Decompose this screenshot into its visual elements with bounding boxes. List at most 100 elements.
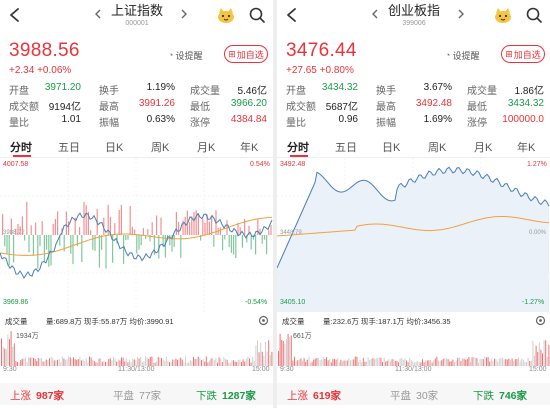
volume-bar bbox=[212, 357, 214, 366]
stat-label: 量比 bbox=[286, 118, 306, 129]
fall-bar bbox=[28, 235, 30, 253]
plus-square-icon: ⊞ bbox=[228, 48, 236, 59]
volume-bar bbox=[324, 358, 326, 366]
search-icon[interactable] bbox=[525, 6, 543, 24]
volume-bar bbox=[409, 358, 411, 366]
volume-bar bbox=[519, 360, 521, 366]
volume-bar bbox=[284, 343, 286, 366]
volume-bar bbox=[332, 359, 334, 366]
volume-bar bbox=[510, 360, 511, 366]
volume-bar bbox=[204, 361, 206, 366]
volume-bar bbox=[133, 359, 135, 366]
tab-five-day[interactable]: 五日 bbox=[335, 142, 357, 154]
tab-monthly-k[interactable]: 月K bbox=[197, 142, 216, 154]
volume-bar bbox=[438, 360, 439, 366]
volume-bar bbox=[278, 350, 279, 366]
tab-intraday[interactable]: 分时 bbox=[10, 142, 32, 154]
fall-bar bbox=[112, 235, 114, 263]
volume-bar bbox=[441, 360, 443, 366]
down-count: 746家 bbox=[499, 390, 528, 402]
mascot-icon[interactable] bbox=[216, 6, 236, 24]
fall-bar bbox=[37, 235, 39, 269]
rise-bar bbox=[206, 214, 208, 235]
volume-bar bbox=[39, 358, 41, 366]
intraday-chart[interactable] bbox=[0, 158, 273, 312]
stat-label: 振幅 bbox=[99, 118, 119, 129]
fall-bar bbox=[138, 235, 140, 250]
add-watchlist-button[interactable]: ⊞ 加自选 bbox=[224, 45, 268, 63]
mascot-icon[interactable] bbox=[493, 6, 513, 24]
volume-bar bbox=[345, 360, 347, 366]
volume-bar bbox=[17, 362, 18, 366]
left-index-panel: 上证指数 000001 3988.56 +2.34 +0.06% ◔ 设提醒 ⊞… bbox=[0, 0, 273, 408]
volume-bar bbox=[314, 358, 316, 366]
intraday-chart[interactable] bbox=[277, 158, 550, 312]
stat-value: 5.46亿 bbox=[237, 86, 267, 97]
fall-bar bbox=[266, 235, 268, 255]
average-price-line bbox=[277, 216, 550, 237]
volume-bar bbox=[505, 359, 507, 366]
volume-bar bbox=[478, 362, 479, 366]
rise-bar bbox=[189, 222, 191, 235]
volume-bar bbox=[217, 362, 218, 366]
fall-bar bbox=[32, 235, 34, 256]
volume-bar bbox=[228, 362, 230, 366]
volume-bar bbox=[436, 356, 438, 366]
tab-daily-k[interactable]: 日K bbox=[382, 142, 401, 154]
volume-bar bbox=[21, 358, 23, 366]
next-index-icon[interactable] bbox=[178, 8, 190, 20]
volume-bar bbox=[185, 356, 186, 366]
back-arrow-icon[interactable] bbox=[6, 6, 24, 24]
volume-bar bbox=[231, 360, 233, 366]
tab-yearly-k[interactable]: 年K bbox=[240, 142, 259, 154]
volume-bar bbox=[261, 351, 263, 366]
prev-index-icon[interactable] bbox=[92, 8, 104, 20]
stat-value: 3492.48 bbox=[415, 98, 452, 109]
volume-bar bbox=[41, 358, 42, 366]
search-icon[interactable] bbox=[248, 6, 266, 24]
y-axis-low-label: 3405.10 bbox=[280, 299, 306, 306]
rise-bar bbox=[90, 230, 92, 235]
pct-axis-mid-label: 0.00% bbox=[529, 230, 547, 236]
volume-bar bbox=[10, 331, 12, 366]
next-index-icon[interactable] bbox=[455, 8, 467, 20]
tab-weekly-k[interactable]: 周K bbox=[428, 142, 447, 154]
volume-bar bbox=[460, 360, 462, 366]
stats-row: 量比 1.01 振幅 0.63% 涨停 4384.84 bbox=[9, 113, 271, 129]
settings-gear-icon[interactable] bbox=[535, 315, 546, 326]
rise-bar bbox=[35, 222, 37, 235]
stat-value: 3991.26 bbox=[138, 98, 175, 109]
rise-bar bbox=[79, 227, 81, 235]
fall-bar bbox=[39, 235, 41, 246]
add-watchlist-button[interactable]: ⊞ 加自选 bbox=[501, 45, 545, 63]
set-alert-button[interactable]: ◔ 设提醒 bbox=[445, 47, 479, 63]
price-change: +27.65 +0.80% bbox=[286, 65, 354, 76]
volume-bar bbox=[530, 360, 532, 366]
volume-bar bbox=[487, 357, 489, 366]
volume-chart[interactable] bbox=[277, 329, 550, 366]
volume-bar bbox=[250, 362, 252, 366]
volume-chart[interactable] bbox=[0, 329, 273, 366]
volume-bar bbox=[260, 342, 262, 366]
volume-bar bbox=[268, 340, 270, 366]
volume-bar bbox=[434, 358, 436, 366]
prev-index-icon[interactable] bbox=[369, 8, 381, 20]
settings-gear-icon[interactable] bbox=[258, 315, 269, 326]
tab-yearly-k[interactable]: 年K bbox=[517, 142, 536, 154]
volume-bar bbox=[145, 356, 146, 366]
volume-bar bbox=[287, 333, 289, 366]
tab-five-day[interactable]: 五日 bbox=[58, 142, 80, 154]
volume-bar bbox=[233, 360, 234, 366]
tab-monthly-k[interactable]: 月K bbox=[474, 142, 493, 154]
volume-bar bbox=[401, 357, 403, 366]
fall-bar bbox=[224, 235, 226, 240]
tab-intraday[interactable]: 分时 bbox=[287, 142, 309, 154]
volume-bar bbox=[414, 362, 415, 366]
set-alert-button[interactable]: ◔ 设提醒 bbox=[168, 47, 202, 63]
volume-bar bbox=[141, 361, 143, 366]
tab-daily-k[interactable]: 日K bbox=[105, 142, 124, 154]
panel-divider bbox=[273, 0, 277, 408]
volume-bar bbox=[446, 358, 447, 366]
back-arrow-icon[interactable] bbox=[283, 6, 301, 24]
tab-weekly-k[interactable]: 周K bbox=[151, 142, 170, 154]
